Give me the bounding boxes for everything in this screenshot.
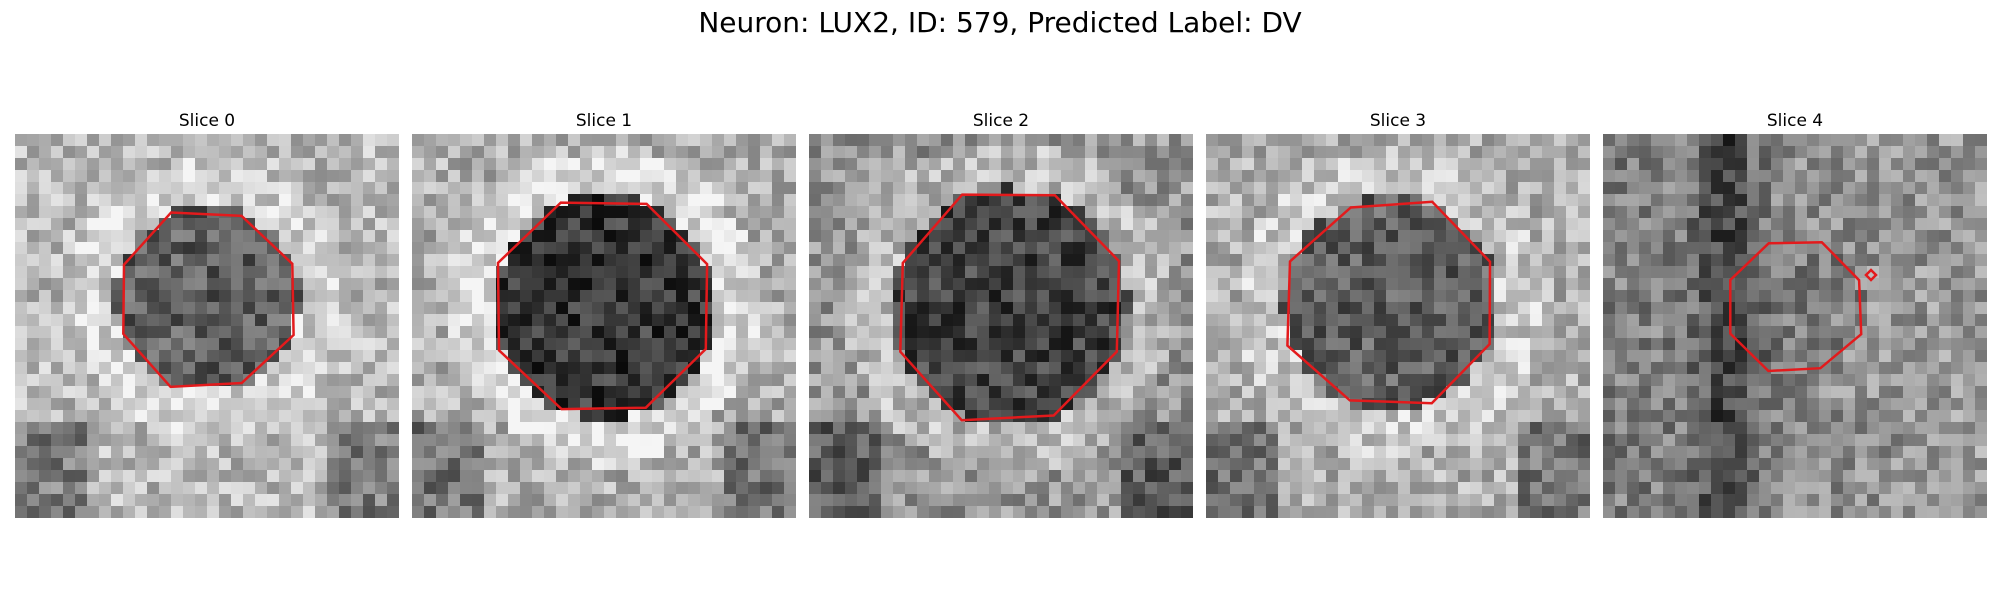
slice-title-0: Slice 0 <box>178 111 236 131</box>
slice-image-2 <box>809 134 1193 518</box>
slice-panel-1: Slice 1 <box>412 108 796 518</box>
outline-fragment-4 <box>1864 268 1878 282</box>
pixel-grid-2 <box>809 134 1193 518</box>
cell-outline-0 <box>122 211 295 389</box>
slice-title-4: Slice 4 <box>1766 111 1824 131</box>
pixel-grid-4 <box>1603 134 1987 518</box>
pixel-grid-1 <box>412 134 796 518</box>
slice-title-2: Slice 2 <box>972 111 1030 131</box>
pixel-grid-3 <box>1206 134 1590 518</box>
slice-panel-0: Slice 0 <box>15 108 399 518</box>
slice-image-0 <box>15 134 399 518</box>
figure-title: Neuron: LUX2, ID: 579, Predicted Label: … <box>698 6 1302 39</box>
slice-panel-4: Slice 4 <box>1603 108 1987 518</box>
slice-title-3: Slice 3 <box>1369 111 1427 131</box>
slice-image-3 <box>1206 134 1590 518</box>
slice-panel-3: Slice 3 <box>1206 108 1590 518</box>
pixel-grid-0 <box>15 134 399 518</box>
slice-panel-2: Slice 2 <box>809 108 1193 518</box>
slice-title-1: Slice 1 <box>575 111 633 131</box>
slice-image-1 <box>412 134 796 518</box>
cell-outline-4 <box>1729 240 1863 373</box>
cell-outline-1 <box>496 201 709 411</box>
slice-image-4 <box>1603 134 1987 518</box>
cell-outline-2 <box>899 193 1121 422</box>
cell-outline-3 <box>1286 200 1492 405</box>
